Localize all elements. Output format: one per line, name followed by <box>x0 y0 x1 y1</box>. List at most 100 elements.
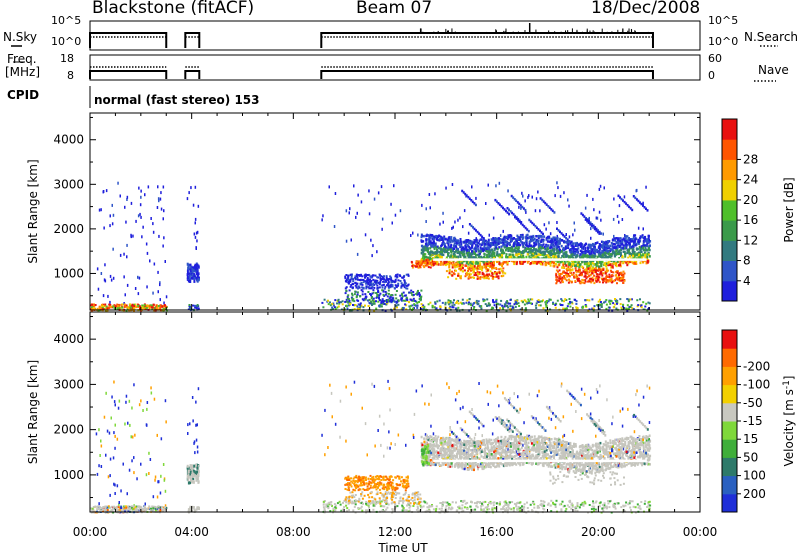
data-pixel <box>587 262 590 265</box>
data-pixel <box>479 277 482 280</box>
data-pixel <box>530 262 532 265</box>
data-pixel <box>577 261 580 265</box>
data-pixel <box>193 273 196 277</box>
data-pixel <box>593 255 596 259</box>
data-pixel <box>451 266 454 269</box>
data-pixel <box>558 274 561 277</box>
data-pixel <box>568 240 571 243</box>
data-pixel <box>524 208 527 212</box>
data-pixel <box>187 471 190 475</box>
data-pixel <box>368 284 371 287</box>
data-pixel <box>452 306 455 309</box>
data-pixel <box>598 248 601 251</box>
data-pixel <box>564 247 567 251</box>
data-pixel <box>574 276 577 279</box>
data-pixel <box>515 301 518 304</box>
data-pixel <box>535 235 538 238</box>
data-pixel <box>562 262 565 265</box>
data-pixel <box>532 223 535 226</box>
data-pixel <box>120 507 123 509</box>
data-pixel <box>361 290 364 293</box>
data-pixel <box>586 218 589 221</box>
data-pixel <box>443 242 446 246</box>
data-pixel <box>584 272 587 275</box>
data-pixel <box>375 296 378 299</box>
data-pixel <box>473 274 476 277</box>
data-pixel <box>605 267 608 270</box>
data-pixel <box>486 246 489 249</box>
data-pixel <box>618 264 620 267</box>
data-pixel <box>600 262 603 266</box>
freq-series <box>89 66 654 79</box>
data-pixel <box>110 509 113 512</box>
data-pixel <box>646 209 649 212</box>
data-pixel <box>607 250 610 253</box>
data-pixel <box>98 428 100 432</box>
data-pixel <box>513 198 516 201</box>
data-pixel <box>345 298 348 301</box>
data-pixel <box>566 305 569 308</box>
data-pixel <box>471 252 474 256</box>
data-pixel <box>566 274 569 277</box>
data-pixel <box>631 238 634 241</box>
data-pixel <box>637 226 640 230</box>
data-pixel <box>591 244 593 247</box>
data-pixel <box>505 253 508 256</box>
data-pixel <box>394 300 396 303</box>
data-pixel <box>542 246 544 250</box>
data-pixel <box>148 505 151 508</box>
data-pixel <box>114 423 116 427</box>
data-pixel <box>521 301 524 304</box>
data-pixel <box>395 304 398 307</box>
data-pixel <box>332 304 335 307</box>
data-pixel <box>188 275 191 279</box>
data-pixel <box>382 289 385 292</box>
data-pixel <box>529 302 532 305</box>
data-pixel <box>437 246 440 250</box>
data-pixel <box>534 261 537 265</box>
data-pixel <box>420 239 423 242</box>
data-pixel <box>165 295 168 299</box>
data-pixel <box>501 256 504 259</box>
data-pixel <box>163 478 166 482</box>
data-pixel <box>588 274 591 277</box>
data-pixel <box>103 278 106 282</box>
data-pixel <box>577 263 579 267</box>
data-pixel <box>618 273 620 276</box>
data-pixel <box>422 260 425 263</box>
data-pixel <box>470 264 473 267</box>
data-pixel <box>152 509 154 511</box>
data-pixel <box>526 261 529 264</box>
data-pixel <box>622 282 625 284</box>
data-pixel <box>468 248 470 252</box>
data-pixel <box>515 262 518 266</box>
data-pixel <box>102 308 105 311</box>
data-pixel <box>552 255 555 258</box>
data-pixel <box>486 259 489 263</box>
data-pixel <box>469 256 472 260</box>
data-pixel <box>605 274 608 277</box>
data-pixel <box>340 301 342 304</box>
data-pixel <box>564 298 567 301</box>
data-pixel <box>370 294 372 297</box>
data-pixel <box>618 220 620 224</box>
data-pixel <box>428 256 431 259</box>
data-pixel <box>486 305 489 307</box>
data-pixel <box>549 298 552 301</box>
data-pixel <box>563 276 566 279</box>
data-pixel <box>128 508 131 511</box>
data-pixel <box>599 268 602 271</box>
data-pixel <box>537 240 539 243</box>
data-pixel <box>603 241 606 244</box>
data-pixel <box>504 303 507 306</box>
data-pixel <box>487 264 490 267</box>
data-pixel <box>356 305 359 308</box>
data-pixel <box>123 304 126 307</box>
data-pixel <box>521 262 524 265</box>
data-pixel <box>400 293 403 296</box>
data-pixel <box>497 202 500 205</box>
data-pixel <box>498 272 501 274</box>
data-pixel <box>104 506 107 509</box>
data-pixel <box>509 305 512 308</box>
data-pixel <box>350 277 353 280</box>
